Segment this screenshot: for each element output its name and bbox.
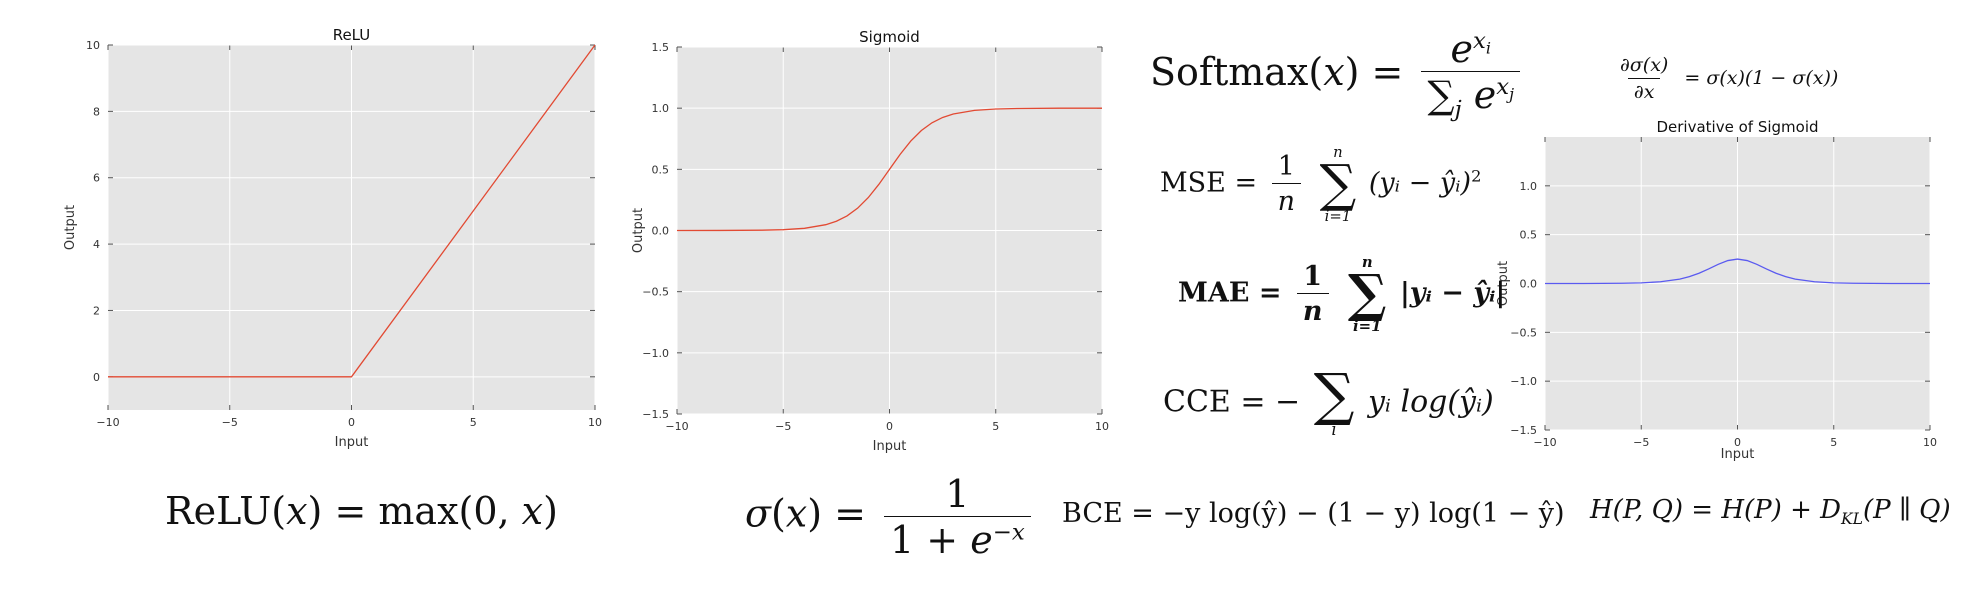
relu-series-line: [108, 44, 596, 378]
dsig-x-tick-label: 0: [1734, 436, 1741, 449]
cce-formula: CCE = − ∑ i yᵢ log(ŷᵢ): [1163, 362, 1494, 440]
sigmoid-y-tick-label: 0.5: [652, 163, 670, 176]
relu-x-tick-label: −5: [222, 416, 238, 429]
dsig-y-tick-label: 0.5: [1520, 229, 1538, 242]
sigmoid-x-tick-label: 0: [886, 420, 893, 433]
dsig-x-tick-label: 5: [1830, 436, 1837, 449]
dsig-y-tick-label: −1.0: [1510, 375, 1537, 388]
relu-x-axis-label: Input: [335, 435, 369, 450]
dsig-y-tick-label: −1.5: [1510, 424, 1537, 437]
relu-chart-title: ReLU: [333, 26, 371, 44]
sigmoid-derivative-formula: ∂σ(x) ∂x = σ(x)(1 − σ(x)): [1620, 54, 1839, 103]
relu-y-tick-label: 10: [86, 39, 100, 52]
relu-y-tick-label: 6: [93, 172, 100, 185]
sigmoid-x-tick-label: −10: [665, 420, 688, 433]
sigmoid-chart: −10 −5 0 5 10 −1.5 −1.0 −0.5 0.0 0.5 1.0 1.5 Sigmoid…: [631, 28, 1109, 454]
relu-y-tick-label: 8: [93, 105, 100, 118]
relu-chart: −10 −5 0 5 10 0 2 4 6 8 10 ReLU Input Output: [63, 26, 602, 450]
relu-y-tick-label: 2: [93, 304, 100, 317]
sigmoid-y-tick-label: −0.5: [642, 286, 669, 299]
relu-y-axis-label: Output: [63, 205, 78, 250]
relu-formula: ReLU(x) = max(0, x): [165, 489, 558, 533]
relu-x-tick-label: 0: [348, 416, 355, 429]
sigmoid-chart-title: Sigmoid: [859, 28, 920, 46]
sigmoid-x-tick-label: −5: [775, 420, 791, 433]
dsig-y-axis-label: Output: [1496, 261, 1511, 306]
sigmoid-derivative-chart: −10 −5 0 5 10 −1.5 −1.0 −0.5 0.0 0.5 1.0 Derivative…: [1496, 118, 1937, 462]
relu-y-tick-label: 4: [93, 238, 100, 251]
sigmoid-y-tick-label: 0.0: [652, 225, 670, 238]
relu-x-tick-label: 10: [588, 416, 602, 429]
dsig-y-tick-label: 0.0: [1520, 278, 1538, 291]
dsig-x-tick-label: 10: [1923, 436, 1937, 449]
sigmoid-y-tick-label: 1.0: [652, 102, 670, 115]
kl-divergence-formula: H(P, Q) = H(P) + DKL(P ∥ Q): [1590, 495, 1951, 529]
sigmoid-y-tick-label: −1.0: [642, 347, 669, 360]
sigmoid-y-axis-label: Output: [631, 208, 646, 253]
dsig-x-tick-label: −10: [1533, 436, 1556, 449]
dsig-x-axis-label: Input: [1721, 447, 1755, 462]
softmax-formula: Softmax(x) = exi ∑j exj: [1150, 30, 1526, 121]
relu-x-tick-label: −10: [96, 416, 119, 429]
sigmoid-series-line: [676, 107, 1103, 232]
relu-y-tick-label: 0: [93, 371, 100, 384]
sigmoid-x-axis-label: Input: [873, 439, 907, 454]
sigmoid-y-tick-label: −1.5: [642, 408, 669, 421]
relu-x-tick-label: 5: [470, 416, 477, 429]
dsig-series-line: [1544, 258, 1931, 285]
sigmoid-x-tick-label: 5: [992, 420, 999, 433]
dsig-chart-title: Derivative of Sigmoid: [1656, 118, 1818, 136]
dsig-y-tick-label: 1.0: [1520, 180, 1538, 193]
bce-formula: BCE = −y log(ŷ) − (1 − y) log(1 − ŷ): [1062, 498, 1565, 529]
dsig-y-tick-label: −0.5: [1510, 326, 1537, 339]
dsig-x-tick-label: −5: [1633, 436, 1649, 449]
sigmoid-x-tick-label: 10: [1095, 420, 1109, 433]
sigmoid-y-tick-label: 1.5: [652, 41, 670, 54]
